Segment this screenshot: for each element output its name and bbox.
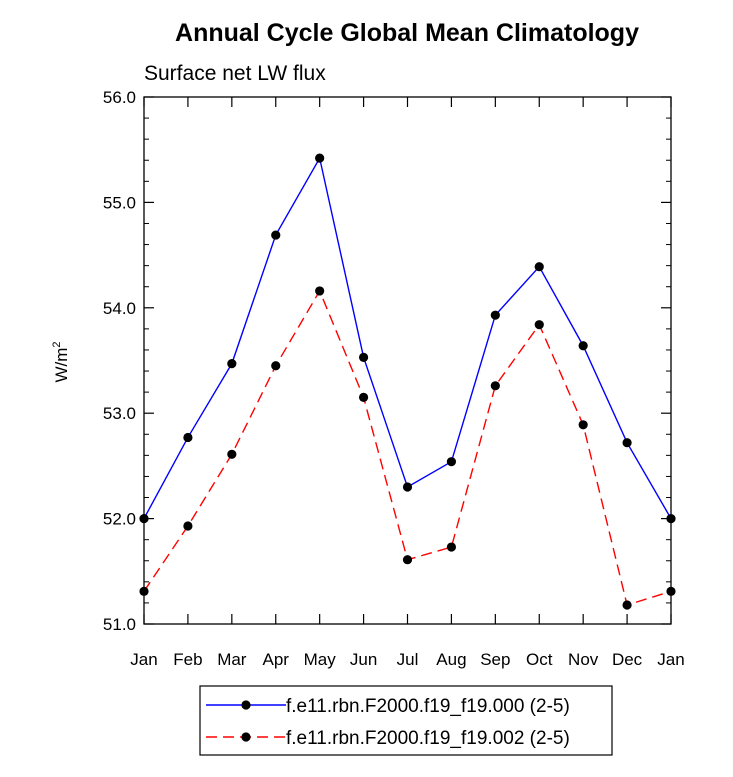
series-2-point <box>402 555 413 565</box>
series-1-point <box>358 352 369 362</box>
legend-label-2: f.e11.rbn.F2000.f19_f19.002 (2-5) <box>286 728 570 749</box>
series-layer <box>139 153 676 610</box>
x-tick-label: Oct <box>526 650 553 669</box>
y-tick-label: 54.0 <box>103 299 136 318</box>
series-2-point <box>271 361 281 371</box>
y-axis-label-base: W/m <box>52 348 71 383</box>
series-2-point <box>358 392 369 402</box>
series-1-point <box>227 359 237 369</box>
series-1-point <box>271 230 281 240</box>
series-1-point <box>183 432 193 443</box>
series-2-point <box>446 542 457 552</box>
y-axis-label-superscript: 2 <box>51 341 63 347</box>
series-1-line <box>143 156 672 519</box>
x-tick-label: Apr <box>263 650 290 669</box>
y-tick-label: 51.0 <box>103 615 136 634</box>
legend-marker-1 <box>241 700 251 710</box>
series-1-point <box>666 514 676 524</box>
series-2-point <box>183 521 193 531</box>
x-tick-label: May <box>304 650 337 669</box>
y-tick-label: 55.0 <box>103 193 136 212</box>
series-1-point <box>622 438 632 448</box>
series-2-point <box>315 286 325 296</box>
series-2-point <box>227 449 237 459</box>
x-tick-label: Aug <box>436 650 466 669</box>
plot-area <box>143 96 672 625</box>
legend-box <box>199 685 613 756</box>
series-2-point <box>139 586 149 596</box>
series-2-point <box>666 586 676 596</box>
y-tick-label: 52.0 <box>103 510 136 529</box>
series-1-point <box>578 341 588 351</box>
x-tick-label: Jul <box>397 650 419 669</box>
series-1-point <box>490 310 500 320</box>
series-1-point <box>402 482 413 492</box>
series-1-point <box>534 262 544 272</box>
series-1-point <box>139 514 149 524</box>
x-tick-label: Dec <box>612 650 643 669</box>
series-1-point <box>315 153 325 163</box>
y-tick-label: 53.0 <box>103 404 136 423</box>
chart-subtitle: Surface net LW flux <box>144 62 326 85</box>
y-tick-labels: 51.0 52.0 53.0 54.0 55.0 56.0 <box>103 88 136 634</box>
series-2-point <box>490 381 500 391</box>
x-tick-label: Feb <box>173 650 202 669</box>
plot-frame <box>143 96 672 625</box>
y-tick-label: 56.0 <box>103 88 136 107</box>
x-tick-labels: Jan Feb Mar Apr May Jun Jul Aug Sep Oct Nov Dec Jan <box>130 650 684 669</box>
y-axis-label: W/m2 <box>51 341 71 382</box>
series-2-point <box>578 420 588 430</box>
series-2-point <box>534 320 544 330</box>
legend-marker-2 <box>241 732 251 742</box>
x-tick-label: Jun <box>350 650 377 669</box>
series-2-point <box>622 600 632 610</box>
legend-label-1: f.e11.rbn.F2000.f19_f19.000 (2-5) <box>286 696 570 717</box>
x-tick-label: Jan <box>657 650 684 669</box>
x-tick-label: Nov <box>568 650 599 669</box>
x-tick-label: Jan <box>130 650 157 669</box>
x-tick-label: Sep <box>480 650 510 669</box>
legend: f.e11.rbn.F2000.f19_f19.000 (2-5) f.e11.r… <box>199 685 613 756</box>
series-1-point <box>446 457 457 467</box>
x-tick-label: Mar <box>217 650 247 669</box>
chart-title: Annual Cycle Global Mean Climatology <box>175 19 639 47</box>
